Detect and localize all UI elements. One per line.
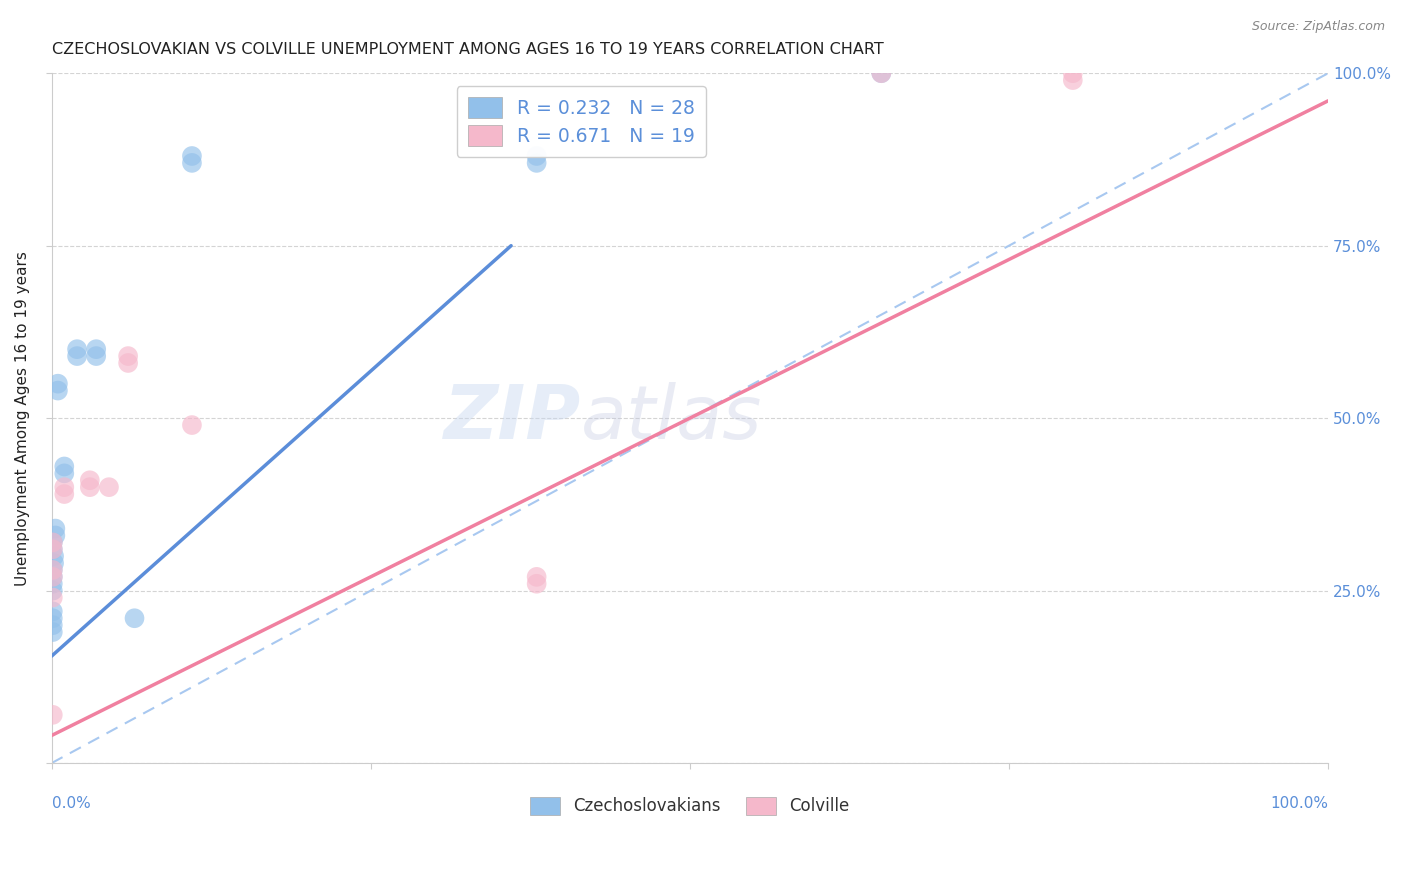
Point <box>1062 66 1084 80</box>
Point <box>42 707 65 722</box>
Y-axis label: Unemployment Among Ages 16 to 19 years: Unemployment Among Ages 16 to 19 years <box>15 251 30 586</box>
Point <box>42 583 65 598</box>
Point <box>526 576 548 591</box>
Point <box>53 487 76 501</box>
Text: 0.0%: 0.0% <box>52 796 90 811</box>
Text: atlas: atlas <box>581 382 762 454</box>
Point <box>526 149 548 163</box>
Point <box>84 342 107 356</box>
Point <box>42 549 65 563</box>
Point <box>124 611 146 625</box>
Point <box>117 349 139 363</box>
Point <box>79 480 101 494</box>
Point <box>42 570 65 584</box>
Point <box>870 66 893 80</box>
Point <box>181 149 204 163</box>
Point <box>1062 73 1084 87</box>
Text: ZIP: ZIP <box>444 382 581 455</box>
Point <box>66 342 89 356</box>
Point <box>42 604 65 618</box>
Point <box>53 480 76 494</box>
Point <box>44 528 66 542</box>
Point <box>181 418 204 433</box>
Point <box>66 349 89 363</box>
Point <box>53 467 76 481</box>
Point <box>42 611 65 625</box>
Point <box>42 570 65 584</box>
Text: Source: ZipAtlas.com: Source: ZipAtlas.com <box>1251 20 1385 33</box>
Point <box>181 156 204 170</box>
Point <box>42 563 65 577</box>
Point <box>46 384 69 398</box>
Point <box>42 576 65 591</box>
Point <box>42 535 65 549</box>
Point <box>117 356 139 370</box>
Point <box>79 473 101 487</box>
Point <box>42 563 65 577</box>
Point <box>526 570 548 584</box>
Text: CZECHOSLOVAKIAN VS COLVILLE UNEMPLOYMENT AMONG AGES 16 TO 19 YEARS CORRELATION C: CZECHOSLOVAKIAN VS COLVILLE UNEMPLOYMENT… <box>52 42 883 57</box>
Point <box>84 349 107 363</box>
Point <box>526 156 548 170</box>
Legend: Czechoslovakians, Colville: Czechoslovakians, Colville <box>522 789 858 824</box>
Point <box>44 522 66 536</box>
Point <box>42 591 65 605</box>
Point <box>53 459 76 474</box>
Point <box>42 625 65 640</box>
Point <box>42 542 65 557</box>
Point <box>42 556 65 570</box>
Point <box>46 376 69 391</box>
Text: 100.0%: 100.0% <box>1270 796 1329 811</box>
Point <box>42 618 65 632</box>
Point <box>870 66 893 80</box>
Point <box>42 535 65 549</box>
Point <box>98 480 121 494</box>
Point <box>42 542 65 557</box>
